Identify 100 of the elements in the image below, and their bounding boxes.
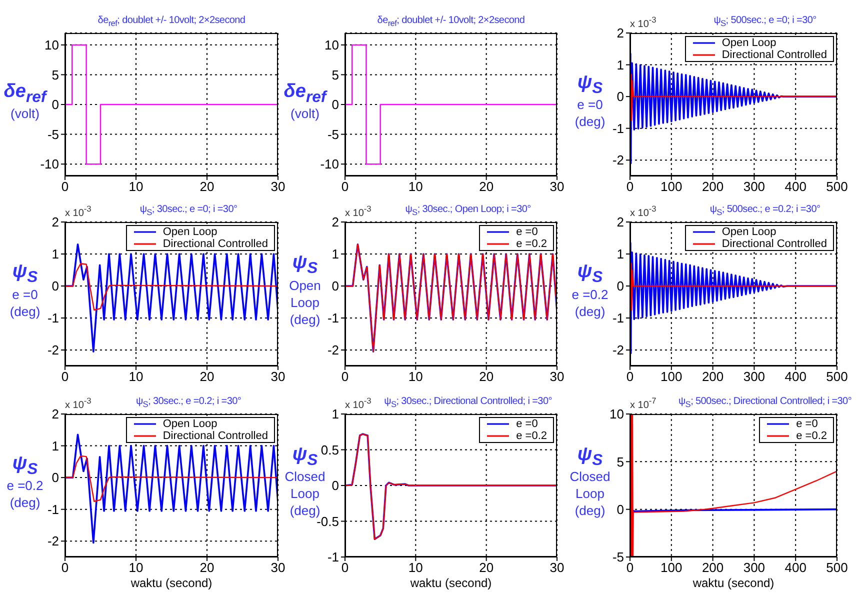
line-series <box>630 263 837 311</box>
y-tick-label: -2 <box>47 342 59 358</box>
y-tick-label: 0.5 <box>320 442 339 458</box>
x-tick-label: 20 <box>200 560 214 576</box>
x-tick-label: 100 <box>660 179 682 194</box>
legend-label: Open Loop <box>162 418 218 430</box>
line-series <box>630 74 837 121</box>
line-series <box>65 455 278 502</box>
text: x 10$^{-3}$ <box>65 204 92 220</box>
text: x 10$^{-3}$ <box>345 204 372 220</box>
x-tick-label: 10 <box>128 560 144 576</box>
x-tick-label: 30 <box>550 179 564 194</box>
chart-title: δe$_{ref}$; doublet +/- 10volt; 2×2second <box>98 15 246 28</box>
x-tick-label: 10 <box>408 179 423 194</box>
x-axis-title: waktu (second) <box>130 576 214 590</box>
x-tick-label: 0 <box>61 369 69 384</box>
x-axis-title: waktu (second) <box>409 576 493 590</box>
legend-label: e =0.2 <box>516 238 547 250</box>
x-tick-label: 30 <box>550 560 564 576</box>
legend-label: Open Loop <box>162 226 218 238</box>
x-tick-label: 100 <box>660 369 682 384</box>
y-tick-label: -1 <box>612 120 624 136</box>
y-tick-label: 1 <box>332 246 339 262</box>
text: x 10$^{-3}$ <box>630 15 656 30</box>
y-tick-label: -2 <box>47 534 59 549</box>
x-tick-label: 0 <box>626 179 634 194</box>
x-tick-label: 400 <box>784 560 806 576</box>
y-axis-title: ψ$_{S}$ e =0 (deg) <box>574 72 606 130</box>
x-tick-label: 0 <box>341 179 349 194</box>
y-tick-label: 10 <box>324 38 339 53</box>
x-tick-label: 30 <box>270 369 286 384</box>
y-tick-label: 1 <box>52 438 59 454</box>
x-tick-label: 20 <box>479 369 494 384</box>
x-tick-label: 300 <box>743 179 766 194</box>
x-tick-label: 100 <box>660 560 682 576</box>
y-tick-label: -1 <box>47 310 59 326</box>
y-tick-label: 0 <box>332 278 339 294</box>
legend-label: Directional Controlled <box>722 238 827 250</box>
y-tick-label: 0 <box>52 97 59 112</box>
x-tick-label: 20 <box>200 369 214 384</box>
y-axis-title: ψ$_{S}$ e =0 (deg) <box>10 261 40 319</box>
legend-label: Directional Controlled <box>162 238 268 250</box>
y-tick-label: 1 <box>616 246 624 262</box>
y-tick-label: -5 <box>612 550 624 565</box>
y-tick-label: 2 <box>52 214 59 230</box>
y-tick-label: 2 <box>616 214 624 230</box>
y-tick-label: -10 <box>40 156 59 172</box>
y-tick-label: 0 <box>52 470 59 486</box>
y-tick-label: 0 <box>332 478 339 494</box>
x-tick-label: 0 <box>341 560 349 576</box>
y-tick-label: -1 <box>327 550 339 565</box>
x-tick-label: 0 <box>61 179 69 194</box>
legend-label: Open Loop <box>722 37 776 49</box>
x-tick-label: 500 <box>826 560 848 576</box>
y-axis-title: δe$_{ref}$ (volt) <box>284 80 326 122</box>
y-tick-label: 0 <box>332 97 339 112</box>
y-tick-label: 1 <box>616 57 624 72</box>
text: x 10$^{-7}$ <box>630 396 656 412</box>
y-tick-label: 5 <box>52 67 59 82</box>
x-tick-label: 200 <box>702 179 724 194</box>
y-tick-label: 0 <box>616 89 624 104</box>
y-tick-label: -2 <box>612 152 624 168</box>
chart-title: ψ$_{S}$; 30sec.; Directional Controlled; i =30° <box>384 396 552 409</box>
x-tick-label: 10 <box>128 369 144 384</box>
y-tick-label: -2 <box>327 342 339 358</box>
x-axis-title: waktu (second) <box>692 576 776 590</box>
x-tick-label: 0 <box>61 560 69 576</box>
chart-title: ψ$_{S}$; 500sec.; e =0; i =30° <box>714 15 816 28</box>
x-tick-label: 10 <box>128 179 144 194</box>
y-tick-label: -1 <box>327 310 339 326</box>
y-axis-title: ψ$_{S}$ Open Loop (deg) <box>289 252 321 327</box>
x-tick-label: 500 <box>826 179 848 194</box>
x-tick-label: 30 <box>270 179 286 194</box>
y-axis-title: δe$_{ref}$ (volt) <box>4 80 46 122</box>
x-tick-label: 300 <box>743 560 766 576</box>
y-tick-label: 2 <box>332 214 339 230</box>
y-tick-label: 2 <box>616 26 624 41</box>
y-tick-label: 1 <box>332 406 339 422</box>
x-tick-label: 0 <box>626 369 634 384</box>
line-series <box>65 263 278 311</box>
legend-label: e =0.2 <box>516 430 547 442</box>
y-tick-label: -1 <box>612 310 624 326</box>
y-tick-label: -10 <box>320 156 339 172</box>
chart-title: δe$_{ref}$; doublet +/- 10volt; 2×2second <box>377 15 525 28</box>
y-tick-label: 10 <box>610 406 624 422</box>
y-tick-label: 5 <box>616 454 624 470</box>
x-tick-label: 500 <box>826 369 848 384</box>
chart-title: ψ$_{S}$; 500sec.; Directional Controlled; i =30° <box>678 396 852 409</box>
text: x 10$^{-3}$ <box>65 396 92 412</box>
x-tick-label: 300 <box>743 369 766 384</box>
text: x 10$^{-3}$ <box>630 204 656 220</box>
chart-title: ψ$_{S}$; 30sec.; Open Loop; i =30° <box>405 204 531 217</box>
line-series <box>345 433 557 540</box>
y-tick-label: -5 <box>47 126 59 142</box>
legend-label: Open Loop <box>722 226 776 238</box>
x-tick-label: 400 <box>784 179 806 194</box>
legend-label: Directional Controlled <box>722 49 827 61</box>
y-tick-label: -1 <box>47 502 59 517</box>
chart-title: ψ$_{S}$; 500sec.; e =0.2; i =30° <box>710 204 820 217</box>
text: x 10$^{-3}$ <box>345 396 372 412</box>
